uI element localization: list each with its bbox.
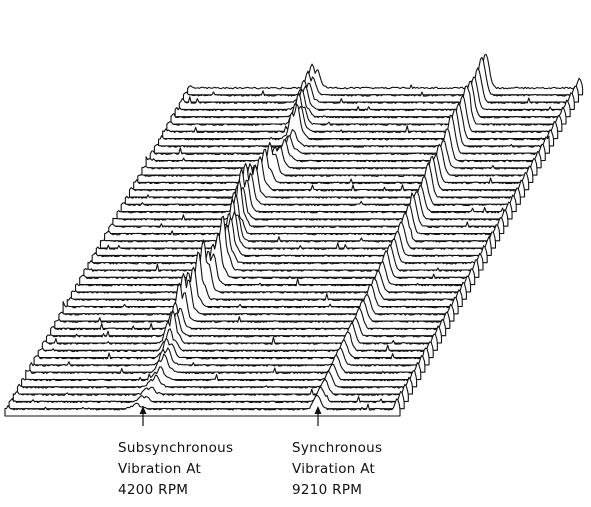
spectrum-trace bbox=[41, 310, 438, 351]
annotation-line: Synchronous bbox=[292, 440, 382, 456]
spectrum-trace bbox=[16, 370, 413, 395]
spectrum-trace bbox=[91, 217, 488, 264]
spectrum-trace bbox=[8, 386, 405, 410]
annotation-line: Vibration At bbox=[292, 461, 375, 477]
arrow-head bbox=[314, 406, 322, 414]
spectrum-trace bbox=[62, 266, 459, 315]
spectrum-trace bbox=[21, 363, 418, 388]
spectrum-trace bbox=[12, 378, 409, 402]
spectrum-trace bbox=[58, 273, 455, 322]
spectrum-trace bbox=[75, 250, 472, 293]
spectrum-trace bbox=[37, 328, 434, 359]
spectrum-traces bbox=[4, 53, 584, 417]
spectrum-trace bbox=[54, 282, 451, 329]
spectrum-trace bbox=[70, 239, 467, 300]
annotation-line: Vibration At bbox=[118, 461, 201, 477]
spectrum-trace bbox=[50, 301, 447, 337]
spectrum-trace bbox=[187, 53, 584, 96]
spectrum-trace bbox=[79, 232, 476, 286]
spectrum-trace bbox=[116, 168, 513, 220]
spectrum-trace bbox=[182, 56, 579, 103]
spectrum-trace bbox=[99, 198, 496, 249]
spectrum-trace bbox=[25, 353, 422, 381]
spectrum-trace bbox=[33, 338, 430, 366]
spectrum-trace bbox=[66, 251, 463, 308]
annotation-line: 4200 RPM bbox=[118, 482, 188, 498]
spectrum-trace bbox=[4, 394, 401, 417]
arrow-head bbox=[139, 406, 147, 414]
spectrum-trace bbox=[45, 311, 443, 344]
annotation-line: Subsynchronous bbox=[118, 440, 233, 456]
spectrum-trace bbox=[83, 215, 480, 278]
spectrum-trace bbox=[87, 224, 484, 271]
spectrum-trace bbox=[104, 195, 501, 242]
spectrum-trace bbox=[108, 179, 505, 235]
spectrum-trace bbox=[95, 211, 492, 256]
annotation-line: 9210 RPM bbox=[292, 482, 362, 498]
spectrum-trace bbox=[29, 346, 426, 373]
spectrum-trace bbox=[120, 162, 517, 213]
